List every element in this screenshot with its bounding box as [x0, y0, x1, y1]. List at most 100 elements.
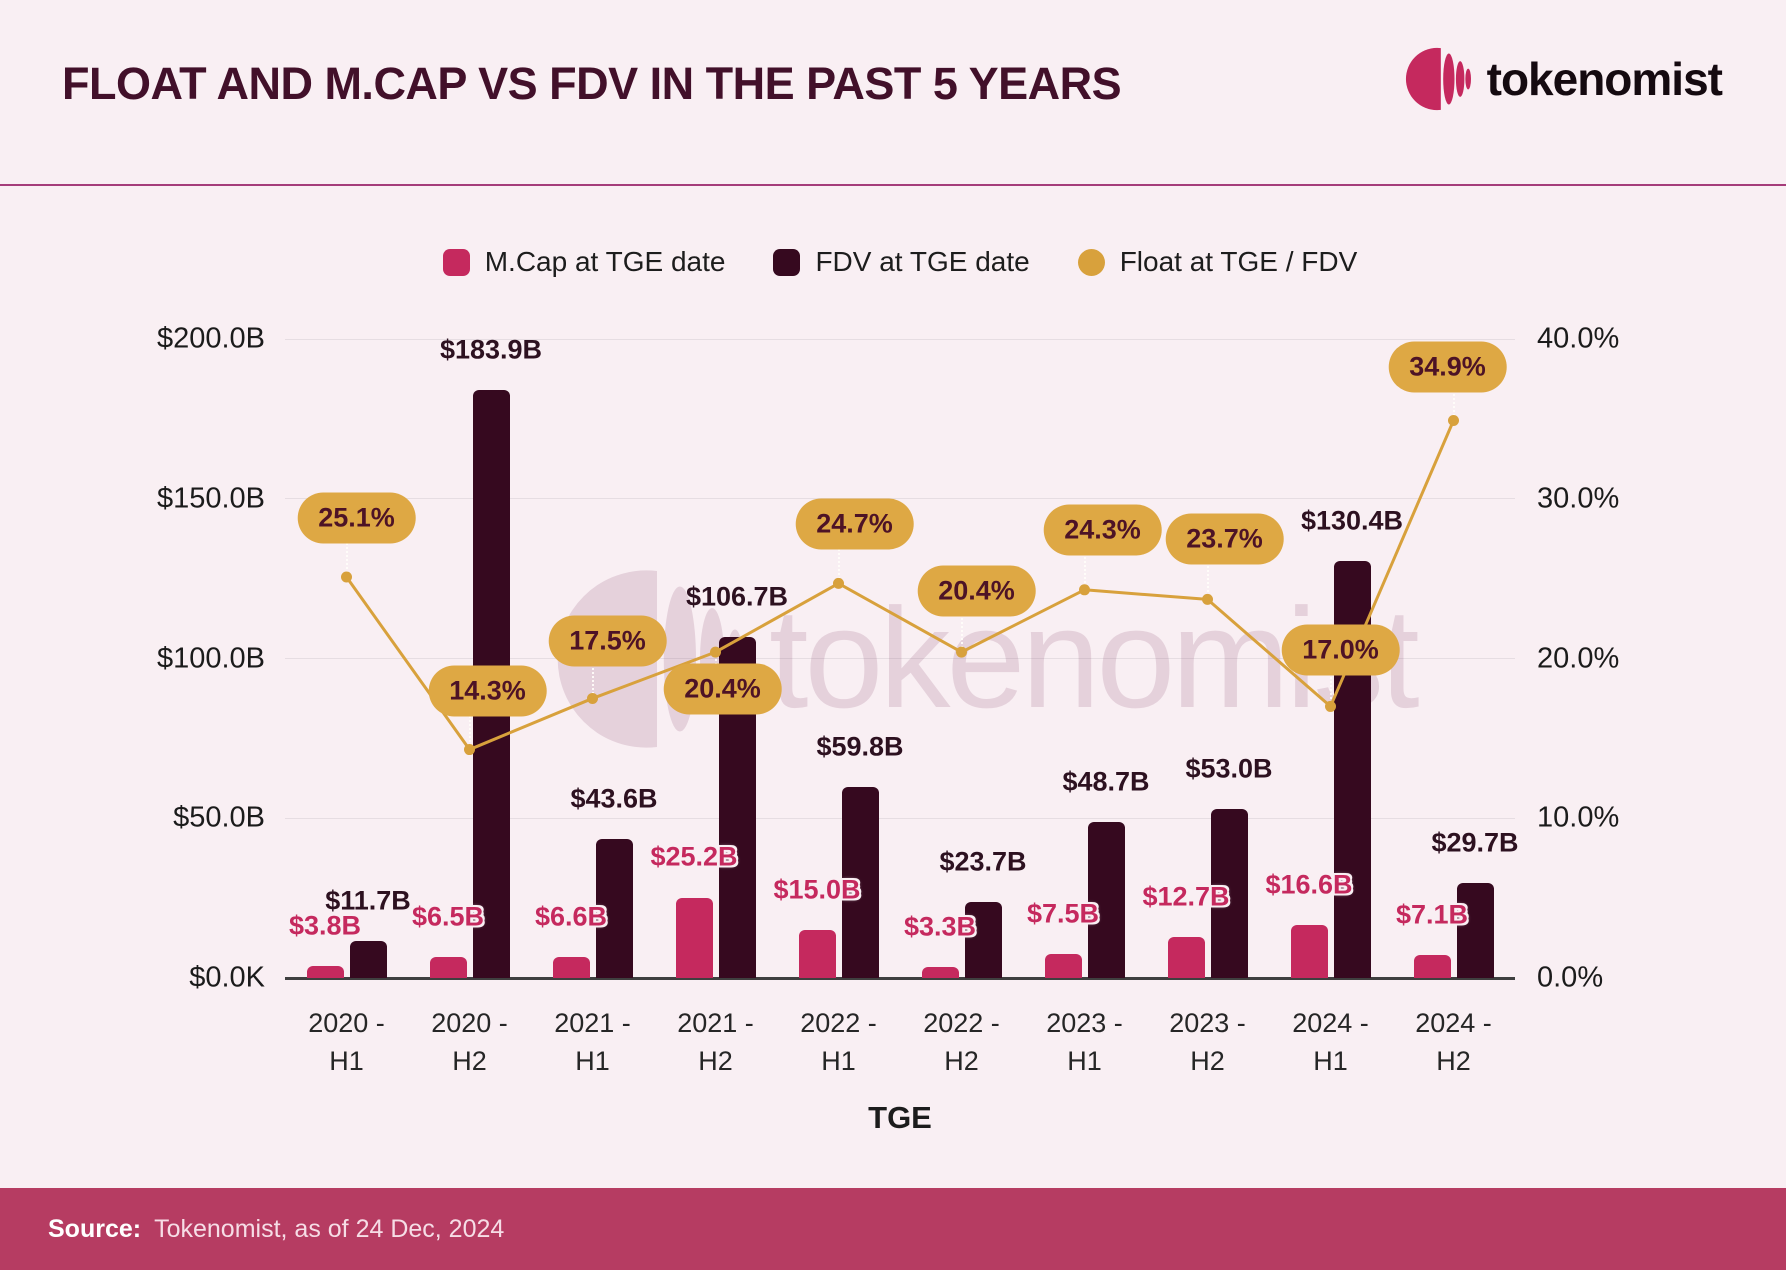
mcap-value-label: $3.8B: [288, 910, 362, 941]
mcap-bar: [1413, 955, 1451, 978]
mcap-value-label: $7.5B: [1026, 898, 1100, 929]
float-point: [1079, 584, 1090, 596]
mcap-value-label: $12.7B: [1142, 881, 1230, 912]
fdv-value-label: $43.6B: [570, 783, 658, 814]
fdv-value-label: $59.8B: [816, 731, 904, 762]
x-axis-baseline: [285, 976, 1515, 980]
float-pill: 34.9%: [1388, 341, 1507, 393]
fdv-value-label: $23.7B: [939, 846, 1027, 877]
legend-label-fdv: FDV at TGE date: [815, 246, 1030, 277]
float-pill: 14.3%: [428, 665, 547, 717]
x-axis-category: 2021 - H2: [677, 1008, 754, 1076]
x-axis-category: 2023 - H2: [1169, 1008, 1246, 1076]
x-axis-category: 2024 - H1: [1292, 1008, 1369, 1076]
x-axis-category: 2020 - H1: [308, 1008, 385, 1076]
x-axis-category: 2023 - H1: [1046, 1008, 1123, 1076]
mcap-value-label: $7.1B: [1395, 899, 1469, 930]
mcap-swatch-icon: [442, 248, 470, 276]
fdv-bar: [1087, 822, 1125, 978]
source-label: Source:: [48, 1214, 142, 1243]
fdv-bar: [841, 786, 879, 978]
legend-item-fdv: FDV at TGE date: [773, 246, 1030, 278]
mcap-bar: [798, 930, 836, 978]
mcap-value-label: $25.2B: [650, 841, 738, 872]
float-pill: 24.3%: [1043, 504, 1162, 556]
legend-label-mcap: M.Cap at TGE date: [484, 246, 726, 277]
legend-item-mcap: M.Cap at TGE date: [442, 246, 726, 278]
tokenomist-logo-icon: [1405, 47, 1471, 111]
float-point: [1325, 700, 1336, 712]
pill-connector: [837, 524, 840, 584]
brand-name: tokenomist: [1486, 53, 1723, 105]
mcap-bar: [429, 957, 467, 978]
float-pill: 25.1%: [297, 492, 416, 544]
pill-connector: [960, 591, 963, 653]
gridline: [285, 338, 1515, 340]
float-pill: 20.4%: [663, 663, 782, 715]
float-point: [341, 571, 352, 583]
source-text: Tokenomist, as of 24 Dec, 2024: [154, 1214, 505, 1243]
mcap-value-label: $16.6B: [1265, 869, 1353, 900]
fdv-bar: [964, 902, 1002, 978]
float-pill: 23.7%: [1165, 513, 1284, 565]
chart-legend: M.Cap at TGE date FDV at TGE date Float …: [285, 246, 1515, 278]
float-pill: 24.7%: [795, 498, 914, 550]
x-axis-title: TGE: [868, 1100, 932, 1135]
pill-connector: [1452, 367, 1455, 421]
left-axis-tick: $200.0B: [156, 322, 265, 355]
x-axis-category: 2020 - H2: [431, 1008, 508, 1076]
page-title: FLOAT AND M.CAP VS FDV IN THE PAST 5 YEA…: [62, 58, 1122, 109]
float-point: [956, 646, 967, 658]
pill-connector: [591, 641, 594, 699]
mcap-bar: [552, 956, 590, 978]
float-pill: 17.0%: [1281, 624, 1400, 676]
left-axis-tick: $150.0B: [156, 482, 265, 515]
float-swatch-icon: [1077, 248, 1105, 276]
float-point: [833, 577, 844, 589]
fdv-value-label: $106.7B: [685, 581, 789, 612]
fdv-value-label: $53.0B: [1185, 753, 1273, 784]
legend-label-float: Float at TGE / FDV: [1119, 246, 1358, 277]
chart-plot-area: $200.0B 40.0% $150.0B 30.0% $100.0B 20.0% $50.…: [157, 323, 1619, 994]
fdv-value-label: $130.4B: [1300, 505, 1404, 536]
right-axis-tick: 40.0%: [1537, 322, 1620, 355]
mcap-bar: [675, 897, 713, 978]
mcap-value-label: $6.6B: [534, 901, 608, 932]
float-point: [1202, 593, 1213, 605]
left-axis-tick: $100.0B: [156, 642, 265, 674]
right-axis-tick: 30.0%: [1537, 482, 1620, 515]
mcap-bar: [306, 965, 344, 978]
gridline: [285, 498, 1515, 500]
float-point: [710, 646, 721, 658]
source-band: Source: Tokenomist, as of 24 Dec, 2024: [0, 1188, 1786, 1270]
float-pill: 17.5%: [548, 615, 667, 667]
float-line: [341, 414, 1459, 756]
legend-item-float: Float at TGE / FDV: [1077, 246, 1358, 278]
pill-connector: [345, 518, 348, 578]
float-point: [587, 692, 598, 704]
pill-connector: [1083, 529, 1086, 590]
mcap-bar: [1044, 954, 1082, 978]
x-axis-category: 2021 - H1: [554, 1008, 631, 1076]
gridline: [285, 658, 1515, 659]
fdv-bar: [1210, 808, 1248, 978]
header-divider: [0, 184, 1786, 186]
fdv-value-label: $11.7B: [325, 885, 411, 916]
x-axis-category: 2022 - H1: [800, 1008, 877, 1076]
fdv-bar: [595, 838, 633, 978]
right-axis-tick: 20.0%: [1537, 642, 1620, 674]
fdv-value-label: $48.7B: [1062, 766, 1150, 797]
mcap-bar: [921, 967, 959, 978]
fdv-swatch-icon: [773, 248, 801, 276]
pill-connector: [1329, 650, 1332, 707]
x-axis-category: 2022 - H2: [923, 1008, 1000, 1076]
fdv-value-label: $29.7B: [1431, 827, 1519, 858]
float-point: [1448, 414, 1459, 426]
pill-connector: [468, 690, 471, 750]
fdv-bar: [349, 940, 387, 978]
x-axis-category: 2024 - H2: [1415, 1008, 1492, 1076]
x-axis-labels: 2020 - H1 2020 - H2 2021 - H1 2021 - H2 2022 - H1…: [0, 1004, 1786, 1094]
mcap-value-label: $3.3B: [903, 911, 977, 942]
left-axis-tick: $0.0K: [189, 961, 265, 994]
